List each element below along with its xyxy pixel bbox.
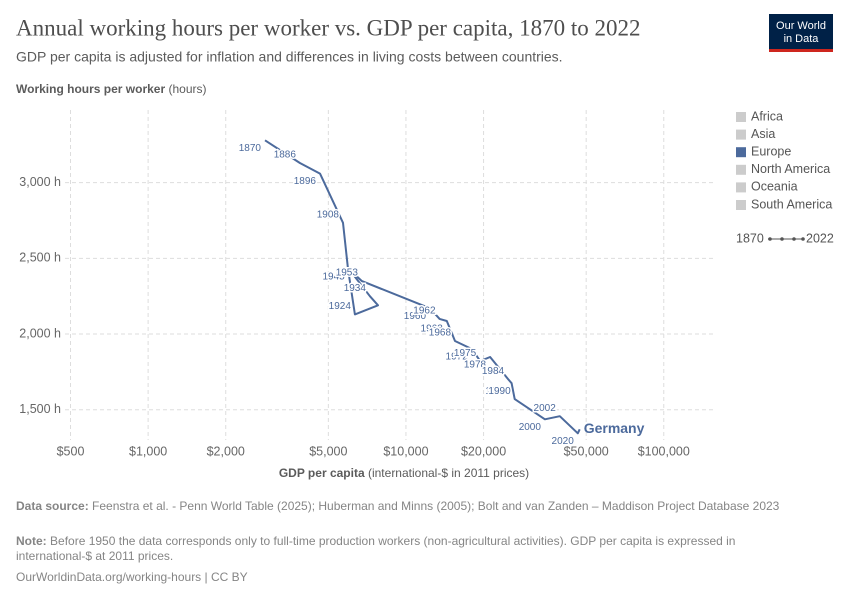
point-label: 1896	[294, 176, 317, 187]
legend-swatch	[736, 200, 746, 210]
source-label: Data source:	[16, 499, 89, 513]
legend-item[interactable]: Asia	[736, 127, 775, 141]
legend-swatch	[736, 182, 746, 193]
source: Data source: Feenstra et al. - Penn Worl…	[16, 499, 780, 513]
legend-label: Africa	[751, 109, 783, 123]
point-label: 1968	[429, 328, 452, 339]
legend-item[interactable]: North America	[736, 162, 830, 176]
point-label: 1986	[485, 386, 508, 397]
note-label: Note:	[16, 534, 47, 548]
y-tick-label: 1,500 h	[19, 402, 61, 416]
legend-swatch	[736, 129, 746, 140]
legend-swatch	[736, 164, 746, 175]
wrap-line: international-$ at 2011 prices.	[16, 549, 173, 563]
legend-swatch	[736, 147, 746, 158]
point-label: 1984	[482, 366, 505, 377]
time-dot	[801, 237, 805, 241]
x-axis-title: GDP per capita (international-$ in 2011 …	[279, 466, 529, 480]
series-label: Germany	[584, 420, 645, 436]
time-dot	[768, 237, 772, 241]
point-label: 2000	[519, 422, 542, 433]
legend-item[interactable]: Europe	[736, 144, 791, 158]
x-tick-label: $1,000	[129, 444, 167, 458]
y-axis-unit: (hours)	[168, 82, 206, 96]
time-end: 2022	[806, 231, 834, 245]
time-start: 1870	[736, 231, 764, 245]
legend-item[interactable]: Africa	[736, 109, 783, 123]
note-text: Before 1950 the data corresponds only to…	[50, 534, 735, 548]
chart-title: Annual working hours per worker vs. GDP …	[16, 15, 641, 40]
point-label: 2020	[552, 436, 575, 447]
note: Note: Before 1950 the data corresponds o…	[16, 534, 735, 563]
point-label: 1960	[404, 311, 427, 322]
point-label: 2002	[534, 403, 557, 414]
point-label: 1945	[323, 272, 346, 283]
y-axis-title: Working hours per worker (hours)	[16, 82, 207, 96]
point-label: 1978	[464, 360, 487, 371]
legend-label: South America	[751, 197, 832, 211]
y-axis-label: Working hours per worker	[16, 82, 165, 96]
point-label: 1953	[336, 268, 359, 279]
legend-label: Asia	[751, 127, 775, 141]
point-label: 1962	[413, 306, 436, 317]
legend-label: Europe	[751, 144, 791, 158]
point-label: 1886	[274, 150, 297, 161]
point-label: 1975	[454, 348, 477, 359]
point-label: 1870	[239, 143, 262, 154]
point-label: 1990	[488, 386, 511, 397]
y-tick-label: 2,000 h	[19, 326, 61, 340]
x-axis-unit: (international-$ in 2011 prices)	[368, 466, 529, 480]
point-label: 1908	[317, 209, 340, 220]
legend-label: Oceania	[751, 180, 798, 194]
x-tick-label: $500	[57, 444, 85, 458]
y-tick-label: 2,500 h	[19, 251, 61, 265]
x-tick-label: $20,000	[461, 444, 506, 458]
footer: OurWorldinData.org/working-hours | CC BY	[16, 570, 248, 584]
logo-text: Our World	[776, 20, 826, 32]
x-tick-label: $10,000	[383, 444, 428, 458]
x-tick-label: $50,000	[564, 444, 609, 458]
legend-item[interactable]: Oceania	[736, 180, 798, 194]
logo-bar	[769, 49, 833, 52]
chart-subtitle: GDP per capita is adjusted for inflation…	[16, 49, 563, 65]
y-tick-label: 3,000 h	[19, 175, 61, 189]
point-label: 1972	[446, 352, 469, 363]
point-label: 1924	[329, 301, 352, 312]
x-tick-label: $100,000	[638, 444, 690, 458]
source-text: Feenstra et al. - Penn World Table (2025…	[92, 499, 780, 513]
x-tick-label: $5,000	[309, 444, 347, 458]
logo[interactable]	[769, 14, 833, 52]
point-label: 1963	[421, 324, 444, 335]
legend-label: North America	[751, 162, 830, 176]
time-dot	[780, 237, 784, 241]
logo-text: in Data	[784, 33, 820, 45]
x-axis-label: GDP per capita	[279, 466, 365, 480]
legend-swatch	[736, 112, 746, 122]
time-dot	[792, 237, 796, 241]
series-line	[264, 139, 581, 435]
legend-item[interactable]: South America	[736, 197, 832, 211]
point-label: 1934	[344, 283, 367, 294]
x-tick-label: $2,000	[207, 444, 245, 458]
